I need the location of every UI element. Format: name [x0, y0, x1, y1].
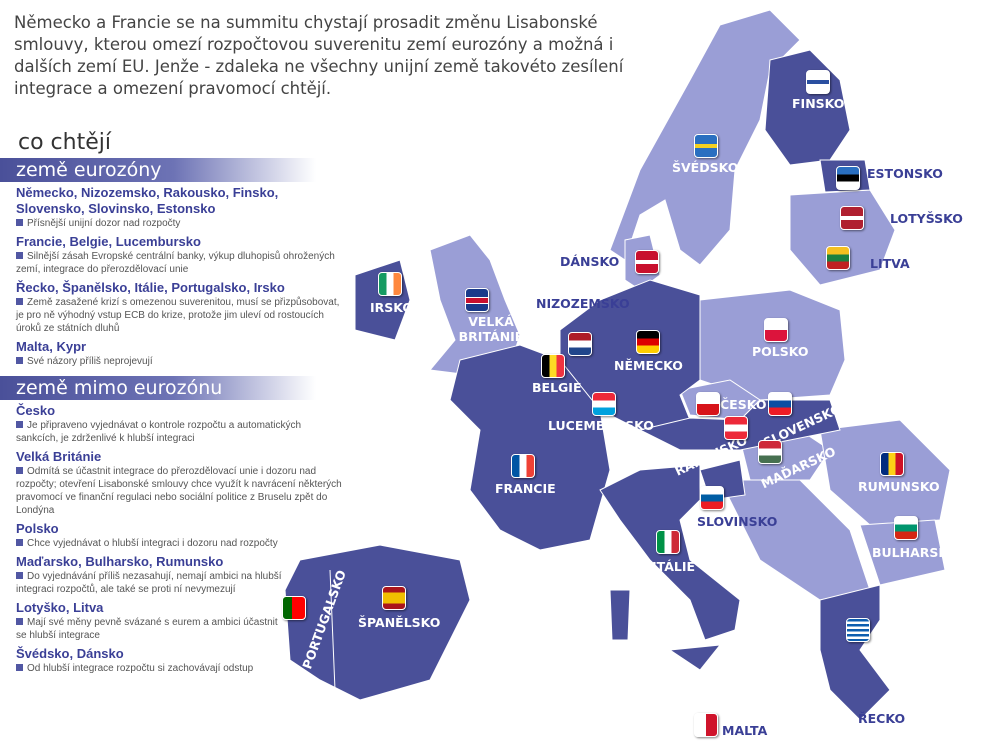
group-text: Přísnější unijní dozor nad rozpočty — [16, 217, 346, 230]
label-cesko: ČESKO — [720, 397, 767, 412]
section-heading: co chtějí — [18, 130, 111, 155]
non-eurozone-group: Velká Británie Odmítá se účastnit integra… — [16, 449, 346, 517]
eurozone-group: Malta, Kypr Své názory příliš neprojevují — [16, 339, 346, 368]
group-countries: Velká Británie — [16, 449, 102, 464]
flag-spain-icon — [382, 586, 406, 610]
intro-text: Německo a Francie se na summitu chystají… — [14, 13, 624, 98]
region-sardinia — [609, 589, 631, 641]
group-text: Mají své měny pevně svázané s eurem a am… — [16, 616, 288, 642]
flag-netherlands-icon — [568, 332, 592, 356]
flag-germany-icon — [636, 330, 660, 354]
eurozone-group: Řecko, Španělsko, Itálie, Portugalsko, I… — [16, 280, 346, 335]
flag-estonia-icon — [836, 166, 860, 190]
label-italie: ITÁLIE — [652, 559, 696, 574]
flag-malta-icon — [694, 713, 718, 737]
group-text: Své názory příliš neprojevují — [16, 355, 346, 368]
eurozone-group: Německo, Nizozemsko, Rakousko, Finsko, S… — [16, 185, 346, 230]
label-belgie: BELGIE — [532, 380, 582, 395]
flag-sweden-icon — [694, 134, 718, 158]
non-eurozone-list: Česko Je připraveno vyjednávat o kontrole… — [0, 403, 346, 679]
label-rumunsko: RUMUNSKO — [858, 479, 940, 494]
group-countries: Česko — [16, 403, 56, 418]
label-recko: ŘECKO — [858, 711, 906, 726]
label-irsko: IRSKO — [370, 300, 414, 315]
group-text: Od hlubší integrace rozpočtu si zachováv… — [16, 662, 288, 675]
group-text: Chce vyjednávat o hlubší integraci i doz… — [16, 537, 288, 550]
group-countries: Řecko, Španělsko, Itálie, Portugalsko, I… — [16, 280, 285, 295]
label-finsko: FINSKO — [792, 96, 845, 111]
non-eurozone-group: Švédsko, Dánsko Od hlubší integrace rozpo… — [16, 646, 288, 675]
flag-portugal-icon — [282, 596, 306, 620]
region-sicily — [668, 644, 722, 671]
group-countries: Polsko — [16, 521, 59, 536]
group-countries: Lotyško, Litva — [16, 600, 104, 615]
flag-romania-icon — [880, 452, 904, 476]
flag-austria-icon — [724, 416, 748, 440]
non-eurozone-group: Česko Je připraveno vyjednávat o kontrole… — [16, 403, 346, 445]
flag-hungary-icon — [758, 440, 782, 464]
label-spanelsko: ŠPANĚLSKO — [358, 615, 441, 630]
label-lucembursko: LUCEMBURSKO — [548, 418, 654, 433]
label-lotysko: LOTYŠSKO — [890, 211, 963, 226]
flag-greece-icon — [846, 618, 870, 642]
eurozone-list: Německo, Nizozemsko, Rakousko, Finsko, S… — [0, 185, 346, 372]
group-text: Země zasažené krizí s omezenou suverenit… — [16, 296, 346, 335]
non-eurozone-group: Lotyško, Litva Mají své měny pevně svázan… — [16, 600, 288, 642]
non-eurozone-group: Maďarsko, Bulharsko, Rumunsko Do vyjednáv… — [16, 554, 288, 596]
flag-poland-icon — [764, 318, 788, 342]
flag-finland-icon — [806, 70, 830, 94]
group-countries: Švédsko, Dánsko — [16, 646, 124, 661]
flag-czechia-icon — [696, 392, 720, 416]
flag-slovakia-icon — [768, 392, 792, 416]
eurozone-group: Francie, Belgie, Lucembursko Silnější zás… — [16, 234, 346, 276]
non-eurozone-header: země mimo eurozónu — [0, 376, 316, 400]
group-countries: Německo, Nizozemsko, Rakousko, Finsko, S… — [16, 185, 279, 216]
group-text: Odmítá se účastnit integrace do přerozdě… — [16, 465, 346, 517]
flag-denmark-icon — [635, 250, 659, 274]
label-litva: LITVA — [870, 256, 910, 271]
eurozone-header: země eurozóny — [0, 158, 316, 182]
label-estonsko: ESTONSKO — [867, 166, 943, 181]
group-text: Je připraveno vyjednávat o kontrole rozp… — [16, 419, 346, 445]
group-countries: Malta, Kypr — [16, 339, 87, 354]
flag-uk-icon — [465, 288, 489, 312]
label-velka-britanie: VELKÁ BRITÁNIE — [458, 314, 524, 344]
flag-lithuania-icon — [826, 246, 850, 270]
flag-italy-icon — [656, 530, 680, 554]
label-dansko: DÁNSKO — [560, 254, 620, 269]
label-nizozemsko: NIZOZEMSKO — [536, 296, 630, 311]
group-countries: Francie, Belgie, Lucembursko — [16, 234, 201, 249]
label-polsko: POLSKO — [752, 344, 809, 359]
flag-latvia-icon — [840, 206, 864, 230]
flag-slovenia-icon — [700, 486, 724, 510]
flag-luxembourg-icon — [592, 392, 616, 416]
legend-column: země eurozóny Německo, Nizozemsko, Rakou… — [0, 158, 350, 683]
flag-belgium-icon — [541, 354, 565, 378]
flag-ireland-icon — [378, 272, 402, 296]
flag-france-icon — [511, 454, 535, 478]
flag-bulgaria-icon — [894, 516, 918, 540]
group-text: Do vyjednávání příliš nezasahují, nemají… — [16, 570, 288, 596]
label-francie: FRANCIE — [495, 481, 556, 496]
label-nemecko: NĚMECKO — [614, 358, 683, 373]
region-greece — [819, 584, 891, 721]
label-svedsko: ŠVÉDSKO — [672, 160, 739, 175]
group-countries: Maďarsko, Bulharsko, Rumunsko — [16, 554, 224, 569]
non-eurozone-group: Polsko Chce vyjednávat o hlubší integraci… — [16, 521, 288, 550]
region-poland — [699, 289, 846, 401]
group-text: Silnější zásah Evropské centrální banky,… — [16, 250, 346, 276]
label-bulharsko: BULHARSKO — [872, 545, 959, 560]
label-slovinsko: SLOVINSKO — [697, 514, 778, 529]
label-malta: MALTA — [722, 723, 768, 738]
